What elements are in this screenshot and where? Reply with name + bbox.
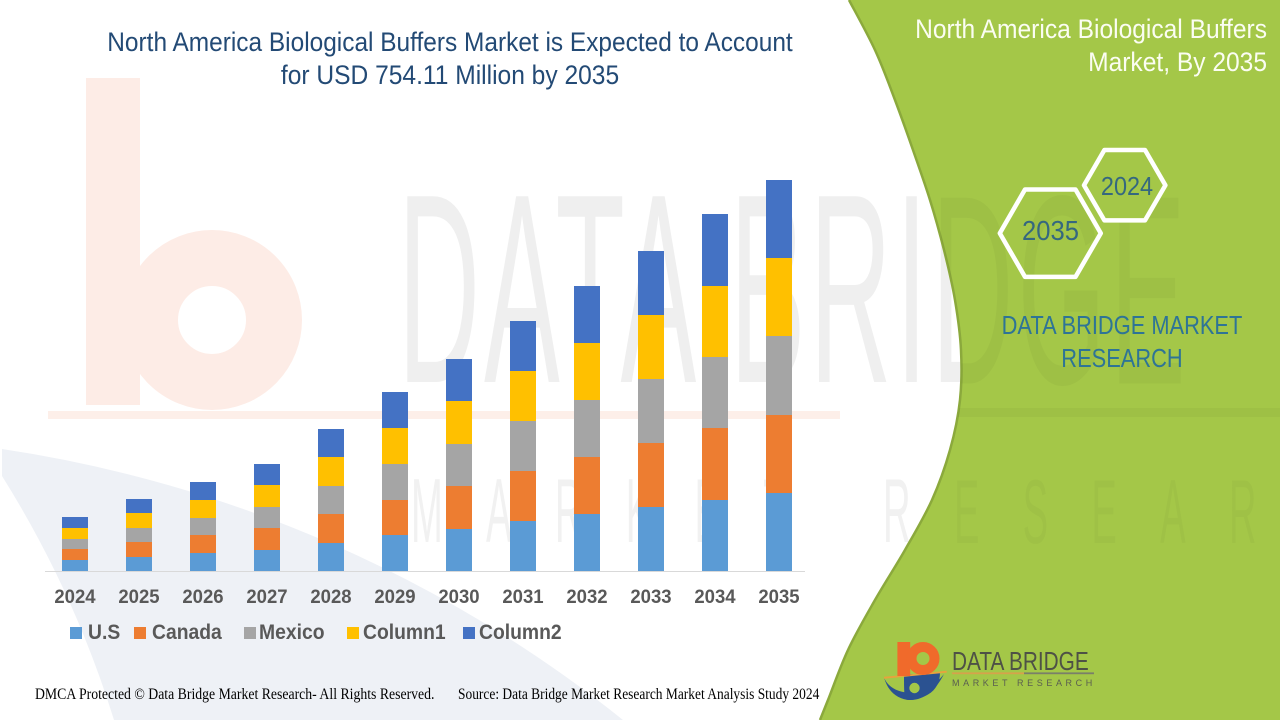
svg-text:DATA BRIDGE: DATA BRIDGE: [398, 140, 1190, 441]
svg-text:MARKET RESEARCH: MARKET RESEARCH: [411, 461, 1280, 563]
svg-text:MARKET RESEARCH: MARKET RESEARCH: [952, 678, 1096, 688]
svg-text:DATA BRIDGE: DATA BRIDGE: [952, 647, 1089, 676]
